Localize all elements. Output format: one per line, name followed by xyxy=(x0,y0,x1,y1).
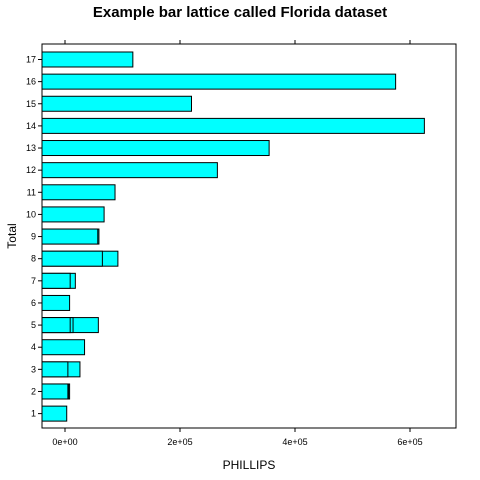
bar-15 xyxy=(41,95,192,112)
bars-group xyxy=(41,51,425,422)
y-tick-label: 13 xyxy=(26,143,36,153)
y-tick-label: 7 xyxy=(31,276,36,286)
x-tick-label: 4e+05 xyxy=(282,437,307,447)
y-tick-label: 3 xyxy=(31,364,36,374)
y-tick-label: 17 xyxy=(26,54,36,64)
y-tick-label: 15 xyxy=(26,99,36,109)
bar-2 xyxy=(41,383,69,400)
bar-8 xyxy=(41,250,103,267)
bar-6 xyxy=(41,294,71,311)
x-axis-label: PHILLIPS xyxy=(223,458,276,472)
bar-4 xyxy=(41,339,86,356)
chart-title: Example bar lattice called Florida datas… xyxy=(93,4,387,21)
y-tick-label: 10 xyxy=(26,209,36,219)
y-tick-label: 6 xyxy=(31,298,36,308)
bar-12 xyxy=(41,162,218,179)
bar-1 xyxy=(41,405,68,422)
y-tick-label: 9 xyxy=(31,232,36,242)
y-tick-label: 2 xyxy=(31,386,36,396)
x-tick-label: 2e+05 xyxy=(167,437,192,447)
bar-10 xyxy=(41,206,105,223)
y-tick-label: 8 xyxy=(31,254,36,264)
bar-9 xyxy=(41,228,99,245)
bar-11 xyxy=(41,184,116,201)
y-tick-label: 16 xyxy=(26,77,36,87)
y-tick-label: 14 xyxy=(26,121,36,131)
y-axis-label: Total xyxy=(5,223,19,248)
bar-17 xyxy=(41,51,134,68)
bar-14 xyxy=(41,117,425,134)
x-ticks-group: 0e+00 2e+05 4e+05 6e+05 xyxy=(52,40,423,447)
bar-3 xyxy=(41,361,69,378)
bar-7 xyxy=(41,272,71,289)
y-tick-label: 5 xyxy=(31,320,36,330)
bar-16 xyxy=(41,73,397,90)
x-tick-label: 0e+00 xyxy=(52,437,77,447)
y-tick-label: 11 xyxy=(27,187,36,197)
y-tick-label: 1 xyxy=(31,409,36,419)
y-tick-label: 12 xyxy=(26,165,36,175)
y-tick-label: 4 xyxy=(31,342,36,352)
x-tick-label: 6e+05 xyxy=(397,437,422,447)
bar-5 xyxy=(41,317,71,334)
bar-13 xyxy=(41,140,270,157)
